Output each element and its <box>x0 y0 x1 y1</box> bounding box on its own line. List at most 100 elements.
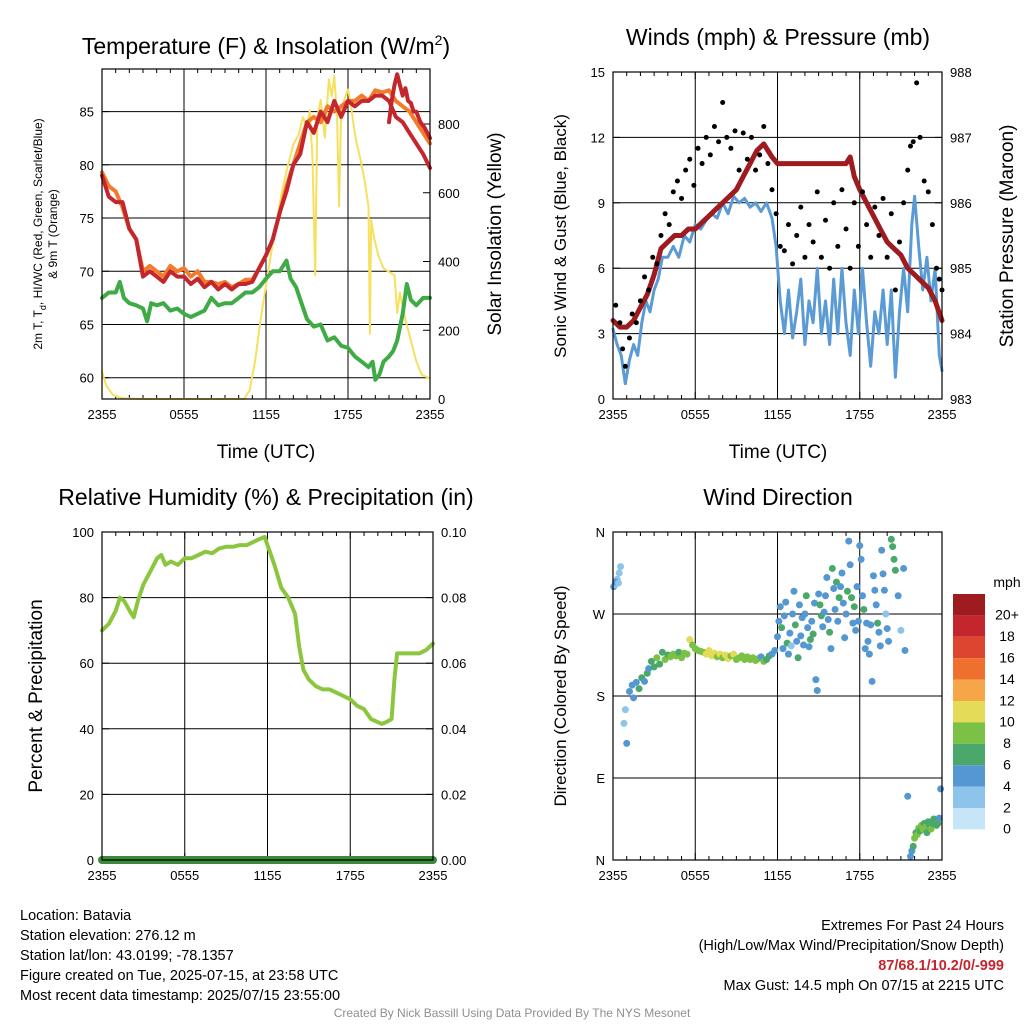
y-tick-label: 40 <box>80 722 94 737</box>
gust-point <box>773 211 779 217</box>
wind-direction-point <box>804 624 812 632</box>
wind-speed-colorbar: mph 20+ 18 16 14 12 10 8 6 4 2 0 <box>953 574 1021 837</box>
y2-axis-label: Station Pressure (Maroon) <box>997 125 1018 348</box>
y2-tick-label: 0.06 <box>441 656 466 671</box>
wind-direction-point <box>883 625 891 633</box>
wind-direction-point <box>650 663 658 671</box>
gust-point <box>855 243 861 249</box>
gust-point <box>798 204 804 210</box>
gust-point <box>818 254 824 260</box>
gust-point <box>703 134 709 140</box>
wind-direction-point <box>620 719 628 727</box>
plot-border <box>612 531 943 861</box>
wind-direction-point <box>937 785 945 793</box>
gust-point <box>761 124 767 129</box>
gust-point <box>633 320 639 326</box>
colorbar-swatch <box>953 808 985 830</box>
gust-point <box>617 320 623 326</box>
gust-point <box>835 243 841 249</box>
wind-direction-point <box>839 599 847 607</box>
wind-direction-point <box>838 569 846 577</box>
y-tick-label: 0 <box>598 392 605 407</box>
wind-direction-point <box>846 561 854 569</box>
gust-point <box>814 189 820 195</box>
wind-direction-point <box>878 546 886 554</box>
x-axis-label: Time (UTC) <box>217 442 316 463</box>
wind-direction-point <box>632 678 640 686</box>
y-axis-label: Direction (Colored By Speed) <box>551 585 570 806</box>
colorbar-label: 2 <box>1003 799 1011 815</box>
wind-direction-point <box>857 555 865 563</box>
wind-direction-point <box>850 603 858 611</box>
solar-line <box>101 74 431 400</box>
gust-point <box>806 222 812 228</box>
wind-direction-point <box>800 641 808 649</box>
gust-point <box>864 222 870 228</box>
y-axis-label: 2m T, Td, HI/WC (Red, Green, Scarlet/Blu… <box>31 118 48 349</box>
gust-point <box>892 287 898 293</box>
x-tick-label: 2355 <box>928 407 957 422</box>
wind-direction-point <box>614 579 622 587</box>
y2-tick-label: 983 <box>950 392 972 407</box>
wind-direction-point <box>778 624 786 632</box>
wind-direction-point <box>779 645 787 653</box>
y2-tick-label: 988 <box>950 65 972 80</box>
plot-border <box>612 71 943 400</box>
wind-direction-point <box>885 637 893 645</box>
wind-direction-point <box>806 636 814 644</box>
colorbar-label: 10 <box>999 714 1015 730</box>
gust-point <box>847 265 853 271</box>
wind-direction-point <box>901 646 909 654</box>
y2-tick-label: 600 <box>438 186 460 201</box>
wind-direction-point <box>880 586 888 594</box>
wind-direction-point <box>645 665 653 673</box>
y-axis-label-line2: & 9m T (Orange) <box>46 189 60 279</box>
td-line <box>100 258 432 382</box>
gust-point <box>629 311 635 317</box>
gust-point <box>917 134 923 140</box>
wind-direction-point <box>837 583 845 591</box>
gust-point <box>695 145 701 151</box>
gust-point <box>901 200 907 206</box>
wind-direction-point <box>849 619 857 627</box>
gust-point <box>622 363 628 369</box>
wind-direction-point <box>904 792 912 800</box>
y-axis-label: Percent & Precipitation <box>26 599 47 792</box>
wind-direction-point <box>841 634 849 642</box>
wind-direction-point <box>887 535 895 543</box>
wind-direction-point <box>861 645 869 653</box>
wind-direction-point <box>686 636 694 644</box>
gust-point <box>897 239 903 245</box>
wind-direction-point <box>780 612 788 620</box>
y-tick-label: E <box>596 771 605 786</box>
wind-direction-point <box>834 617 842 625</box>
gust-point <box>736 167 742 173</box>
wind-direction-point <box>824 615 832 623</box>
wind-direction-point <box>872 601 880 609</box>
colorbar-label: 18 <box>999 628 1015 644</box>
wind-direction-point <box>617 563 625 571</box>
y2-tick-label: 400 <box>438 255 460 270</box>
chart-title: Winds (mph) & Pressure (mb) <box>626 24 930 50</box>
gust-point <box>777 243 783 249</box>
wind-direction-point <box>874 619 882 627</box>
x-tick-label: 1755 <box>334 407 363 422</box>
y2-tick-label: 984 <box>950 327 972 342</box>
x-tick-label: 2355 <box>599 407 628 422</box>
gust-point <box>872 204 878 210</box>
wind-direction-point <box>794 654 802 662</box>
y2-tick-label: 0.04 <box>441 722 466 737</box>
wind-direction-point <box>927 825 935 833</box>
gust-point <box>699 161 705 167</box>
wind-direction-point <box>835 594 843 602</box>
y-tick-label: 6 <box>598 261 605 276</box>
hiwc-line <box>387 72 432 141</box>
wind-direction-point <box>891 566 899 574</box>
gust-point <box>934 265 940 271</box>
y-tick-label: 100 <box>72 525 94 540</box>
winds-pressure-chart: 2355 0555 1155 1755 235503691215983984985986… <box>551 24 1018 463</box>
wind-direction-point <box>784 650 792 658</box>
x-tick-label: 2355 <box>88 407 117 422</box>
colorbar-swatch <box>953 786 985 808</box>
wind-direction-point <box>812 676 820 684</box>
